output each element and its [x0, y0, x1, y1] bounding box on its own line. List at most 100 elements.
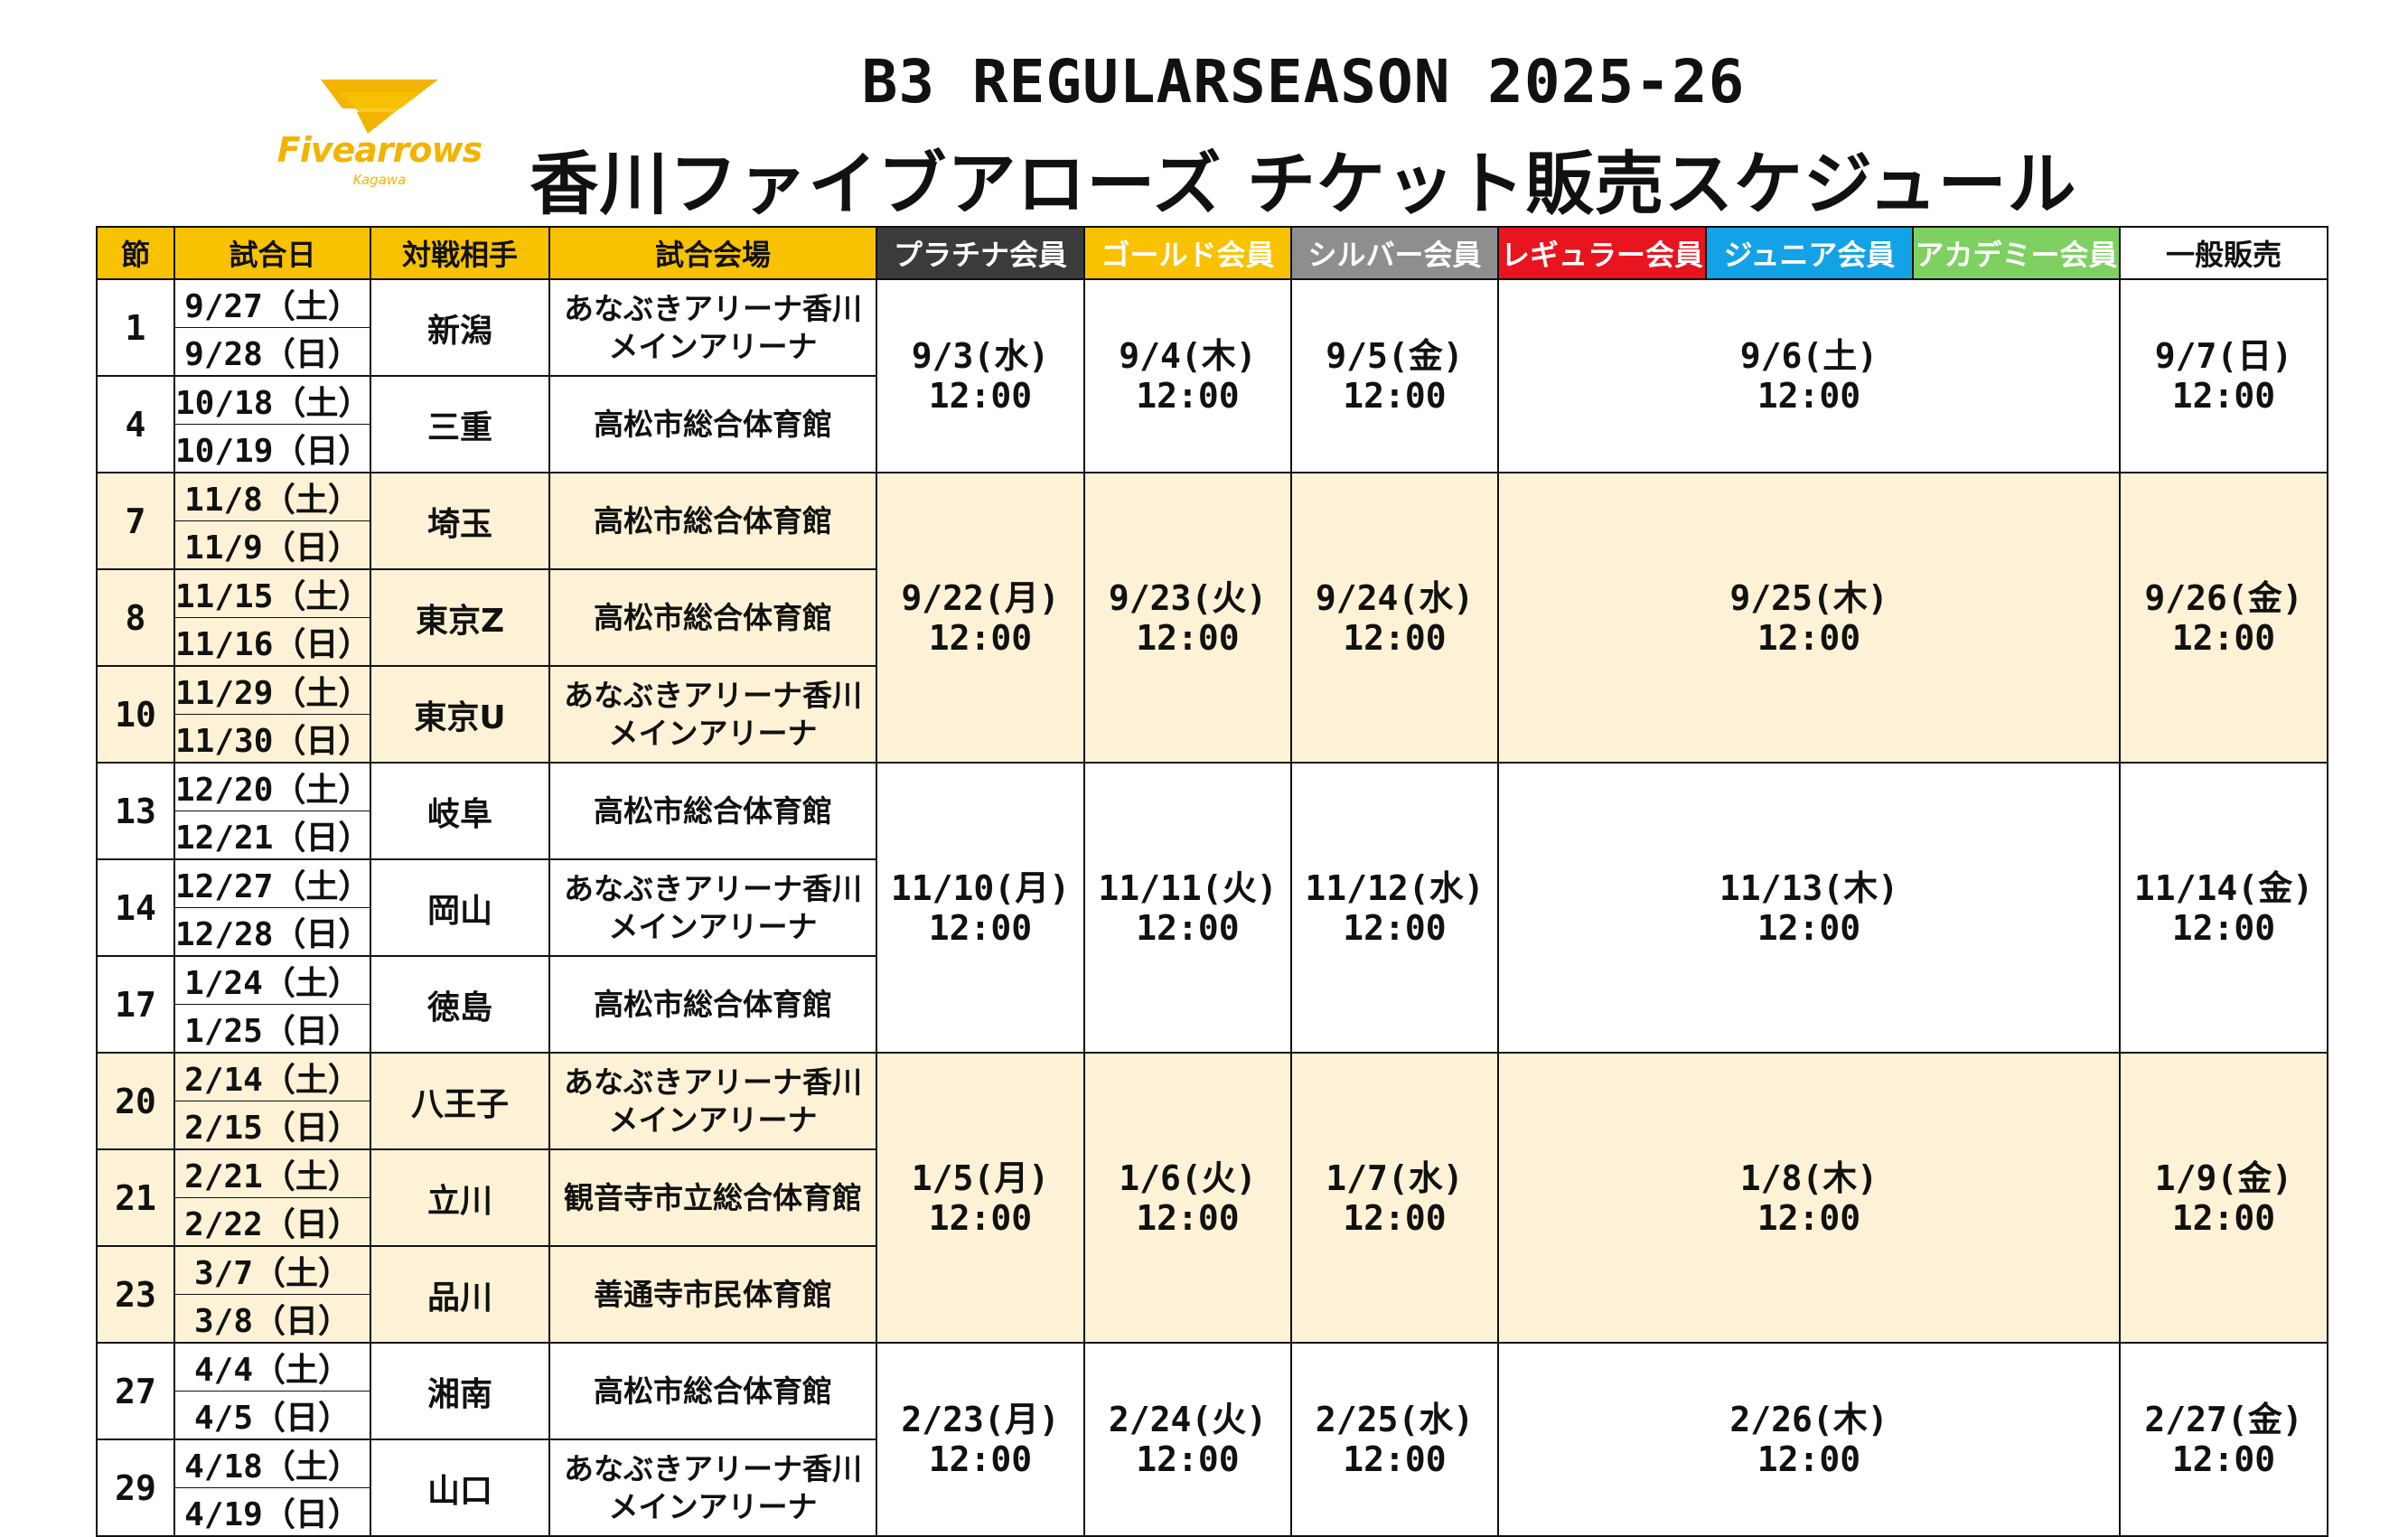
- sale-date: 11/10(月): [890, 867, 1071, 908]
- header-regular: レギュラー会員: [1497, 226, 1707, 280]
- setsu-cell: 8: [96, 568, 175, 667]
- sale-date: 11/13(木): [1719, 867, 1899, 908]
- venue-line: あなぶきアリーナ香川: [564, 290, 862, 326]
- sale-time: 12:00: [1757, 376, 1861, 416]
- sale-general-cell: 1/9(金) 12:00: [2119, 1052, 2328, 1344]
- sale-time: 12:00: [1757, 1439, 1861, 1479]
- setsu-cell: 14: [96, 858, 175, 957]
- sale-time: 12:00: [1343, 1439, 1447, 1479]
- venue-line: メインアリーナ: [608, 1488, 818, 1524]
- sale-date: 9/4(木): [1119, 336, 1257, 376]
- opponent-cell: 埼玉: [370, 472, 550, 570]
- table-row: 13 12/20（土） 岐阜 高松市総合体育館 11/10(月) 12:00 11…: [96, 762, 2328, 1054]
- opponent-cell: 八王子: [370, 1052, 550, 1150]
- setsu-cell: 20: [96, 1052, 175, 1150]
- date-cell: 2/22（日）: [173, 1197, 371, 1247]
- date-cell: 4/18（土）: [173, 1439, 371, 1488]
- sale-date: 1/9(金): [2154, 1157, 2293, 1198]
- opponent-cell: 立川: [370, 1148, 550, 1247]
- sale-time: 12:00: [928, 1439, 1033, 1479]
- table-row: 3/8（日）: [97, 1294, 2328, 1344]
- sale-platinum-cell: 9/3(水) 12:00: [876, 278, 1085, 473]
- table-row: 12/28（日）: [97, 907, 2328, 957]
- sale-date: 9/3(水): [911, 336, 1050, 376]
- opponent-cell: 岐阜: [370, 762, 550, 860]
- date-cell: 12/28（日）: [173, 907, 371, 957]
- sale-time: 12:00: [2171, 376, 2276, 416]
- date-cell: 10/18（土）: [173, 375, 371, 425]
- table-row: 8 11/15（土） 東京Z 高松市総合体育館: [96, 568, 2328, 667]
- sale-date: 2/23(月): [901, 1400, 1060, 1439]
- sale-date: 9/7(日): [2154, 336, 2293, 376]
- sale-gold-cell: 9/23(火) 12:00: [1083, 472, 1292, 764]
- table-row: 4/5（日）: [97, 1391, 2328, 1440]
- header-silver: シルバー会員: [1290, 226, 1499, 280]
- sale-time: 12:00: [1343, 617, 1447, 658]
- table-row: 14 12/27（土） 岡山 あなぶきアリーナ香川 メインアリーナ: [96, 858, 2328, 957]
- venue-cell: あなぶきアリーナ香川 メインアリーナ: [548, 1439, 877, 1537]
- venue-line: 高松市総合体育館: [594, 792, 832, 829]
- sale-date: 11/14(金): [2133, 867, 2314, 908]
- table-row: 11/16（日）: [97, 617, 2328, 667]
- sale-date: 1/8(木): [1739, 1157, 1879, 1198]
- date-cell: 3/8（日）: [173, 1294, 371, 1344]
- sale-regular-junior-academy-cell: 2/26(木) 12:00: [1497, 1342, 2121, 1537]
- date-cell: 2/15（日）: [173, 1101, 371, 1150]
- setsu-cell: 23: [96, 1245, 175, 1344]
- table-row: 11/30（日）: [97, 714, 2328, 764]
- date-cell: 10/19（日）: [173, 424, 371, 473]
- header-date: 試合日: [173, 226, 371, 280]
- sale-platinum-cell: 11/10(月) 12:00: [876, 762, 1085, 1054]
- season-title: B3 REGULARSEASON 2025-26: [861, 47, 1746, 117]
- opponent-cell: 湘南: [370, 1342, 550, 1440]
- table-row: 23 3/7（土） 品川 善通寺市民体育館: [96, 1245, 2328, 1344]
- sale-silver-cell: 11/12(水) 12:00: [1290, 762, 1499, 1054]
- table-row: 10 11/29（土） 東京U あなぶきアリーナ香川 メインアリーナ: [96, 665, 2328, 764]
- venue-line: あなぶきアリーナ香川: [564, 1064, 862, 1100]
- setsu-cell: 4: [96, 375, 175, 473]
- sale-time: 12:00: [1136, 617, 1240, 658]
- sale-silver-cell: 9/5(金) 12:00: [1290, 278, 1499, 473]
- sale-time: 12:00: [1136, 1197, 1240, 1238]
- table-row: 7 11/8（土） 埼玉 高松市総合体育館 9/22(月) 12:00 9/23(…: [96, 472, 2328, 764]
- venue-line: 高松市総合体育館: [594, 1373, 832, 1409]
- setsu-cell: 27: [96, 1342, 175, 1440]
- venue-cell: 高松市総合体育館: [548, 955, 877, 1054]
- sale-platinum-cell: 9/22(月) 12:00: [876, 472, 1085, 764]
- venue-line: メインアリーナ: [608, 1101, 818, 1138]
- sale-silver-cell: 2/25(水) 12:00: [1290, 1342, 1499, 1537]
- sale-time: 12:00: [928, 907, 1033, 948]
- date-cell: 4/4（土）: [173, 1342, 371, 1392]
- opponent-cell: 東京U: [370, 665, 550, 764]
- sale-time: 12:00: [1343, 376, 1447, 416]
- sale-time: 12:00: [1136, 376, 1240, 416]
- table-row: 21 2/21（土） 立川 観音寺市立総合体育館: [96, 1148, 2328, 1247]
- header-setsu: 節: [96, 226, 175, 280]
- sale-date: 2/26(木): [1729, 1400, 1888, 1439]
- sale-regular-junior-academy-cell: 9/6(土) 12:00: [1497, 278, 2121, 473]
- sale-time: 12:00: [1757, 907, 1861, 948]
- sale-date: 9/26(金): [2144, 577, 2303, 618]
- sale-time: 12:00: [1757, 1197, 1861, 1238]
- venue-cell: 高松市総合体育館: [548, 472, 877, 570]
- venue-line: 高松市総合体育館: [594, 406, 832, 442]
- sale-time: 12:00: [2171, 1197, 2276, 1238]
- sale-date: 1/5(月): [911, 1157, 1050, 1198]
- logo-subtitle: Kagawa: [352, 172, 407, 188]
- sale-date: 9/24(水): [1315, 577, 1475, 618]
- venue-line: 高松市総合体育館: [594, 502, 832, 539]
- sale-gold-cell: 1/6(火) 12:00: [1083, 1052, 1292, 1344]
- sale-general-cell: 2/27(金) 12:00: [2119, 1342, 2328, 1537]
- sale-date: 2/25(水): [1315, 1400, 1475, 1439]
- venue-line: 観音寺市立総合体育館: [564, 1179, 862, 1215]
- sale-date: 1/7(水): [1326, 1157, 1464, 1198]
- sale-general-cell: 9/26(金) 12:00: [2119, 472, 2328, 764]
- opponent-cell: 徳島: [370, 955, 550, 1054]
- table-row: 10/19（日）: [97, 424, 2328, 473]
- sale-date: 9/22(月): [901, 577, 1060, 618]
- venue-cell: 高松市総合体育館: [548, 568, 877, 667]
- sale-silver-cell: 1/7(水) 12:00: [1290, 1052, 1499, 1344]
- date-cell: 11/8（土）: [173, 472, 371, 521]
- sale-regular-junior-academy-cell: 1/8(木) 12:00: [1497, 1052, 2121, 1344]
- table-row: 11/9（日）: [97, 520, 2328, 570]
